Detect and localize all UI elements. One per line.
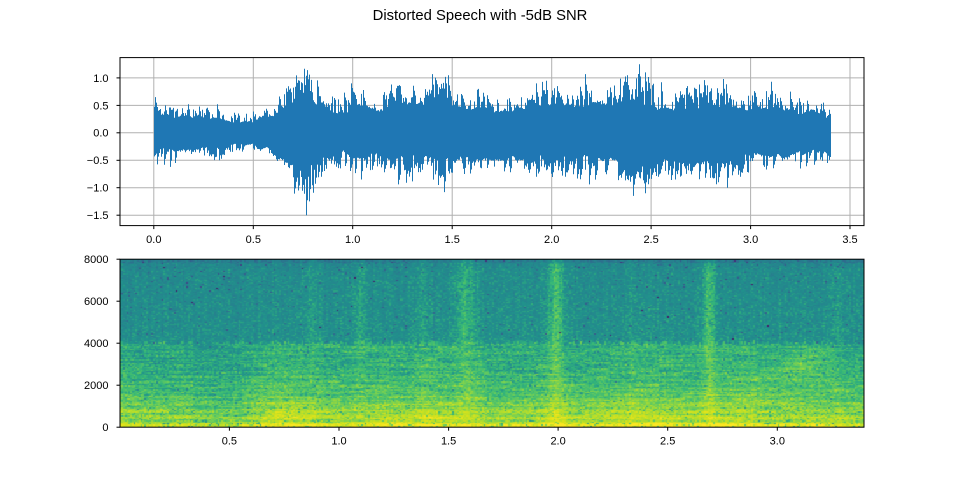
svg-text:0.5: 0.5 [222, 435, 237, 447]
svg-text:−1.0: −1.0 [87, 183, 109, 195]
svg-text:0.0: 0.0 [146, 234, 161, 246]
svg-text:2.5: 2.5 [643, 234, 658, 246]
svg-text:1.0: 1.0 [331, 435, 346, 447]
svg-text:1.0: 1.0 [93, 73, 108, 85]
svg-text:0.0: 0.0 [93, 128, 108, 140]
svg-text:−0.5: −0.5 [87, 155, 109, 167]
svg-text:3.0: 3.0 [743, 234, 758, 246]
svg-text:0: 0 [102, 422, 108, 434]
svg-text:2.5: 2.5 [660, 435, 675, 447]
svg-text:1.5: 1.5 [441, 435, 456, 447]
svg-text:4000: 4000 [84, 338, 108, 350]
svg-text:8000: 8000 [84, 254, 108, 266]
svg-text:6000: 6000 [84, 296, 108, 308]
svg-text:2.0: 2.0 [544, 234, 559, 246]
svg-text:1.0: 1.0 [345, 234, 360, 246]
svg-text:0.5: 0.5 [93, 100, 108, 112]
svg-text:3.0: 3.0 [770, 435, 785, 447]
svg-text:−1.5: −1.5 [87, 210, 109, 222]
svg-text:2000: 2000 [84, 380, 108, 392]
svg-text:3.5: 3.5 [842, 234, 857, 246]
svg-text:2.0: 2.0 [550, 435, 565, 447]
svg-text:0.5: 0.5 [246, 234, 261, 246]
svg-text:Distorted Speech with -5dB SNR: Distorted Speech with -5dB SNR [373, 8, 588, 24]
svg-text:1.5: 1.5 [445, 234, 460, 246]
